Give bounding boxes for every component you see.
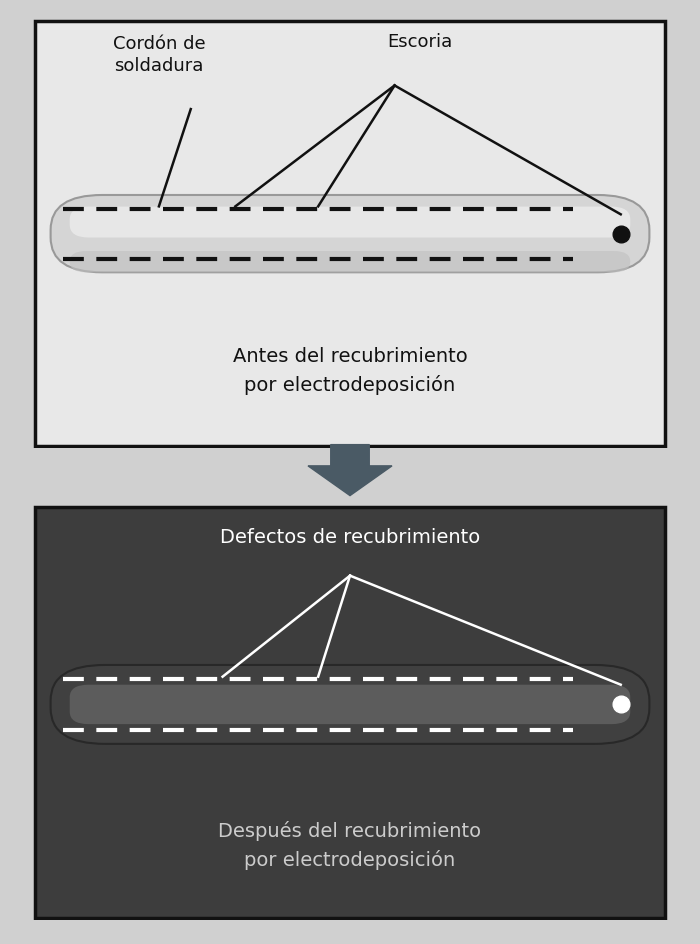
FancyBboxPatch shape — [35, 507, 665, 919]
FancyBboxPatch shape — [70, 684, 630, 724]
Text: Defectos de recubrimiento: Defectos de recubrimiento — [220, 528, 480, 547]
FancyBboxPatch shape — [50, 665, 650, 744]
Text: Después del recubrimiento
por electrodeposición: Después del recubrimiento por electrodep… — [218, 821, 482, 870]
FancyBboxPatch shape — [50, 195, 650, 272]
FancyArrow shape — [308, 445, 392, 496]
FancyBboxPatch shape — [70, 207, 630, 238]
Text: Escoria: Escoria — [387, 33, 453, 51]
Text: Antes del recubrimiento
por electrodeposición: Antes del recubrimiento por electrodepos… — [232, 346, 468, 396]
FancyBboxPatch shape — [70, 251, 630, 272]
Text: Cordón de
soldadura: Cordón de soldadura — [113, 35, 205, 75]
FancyBboxPatch shape — [50, 195, 650, 272]
FancyBboxPatch shape — [35, 21, 665, 447]
